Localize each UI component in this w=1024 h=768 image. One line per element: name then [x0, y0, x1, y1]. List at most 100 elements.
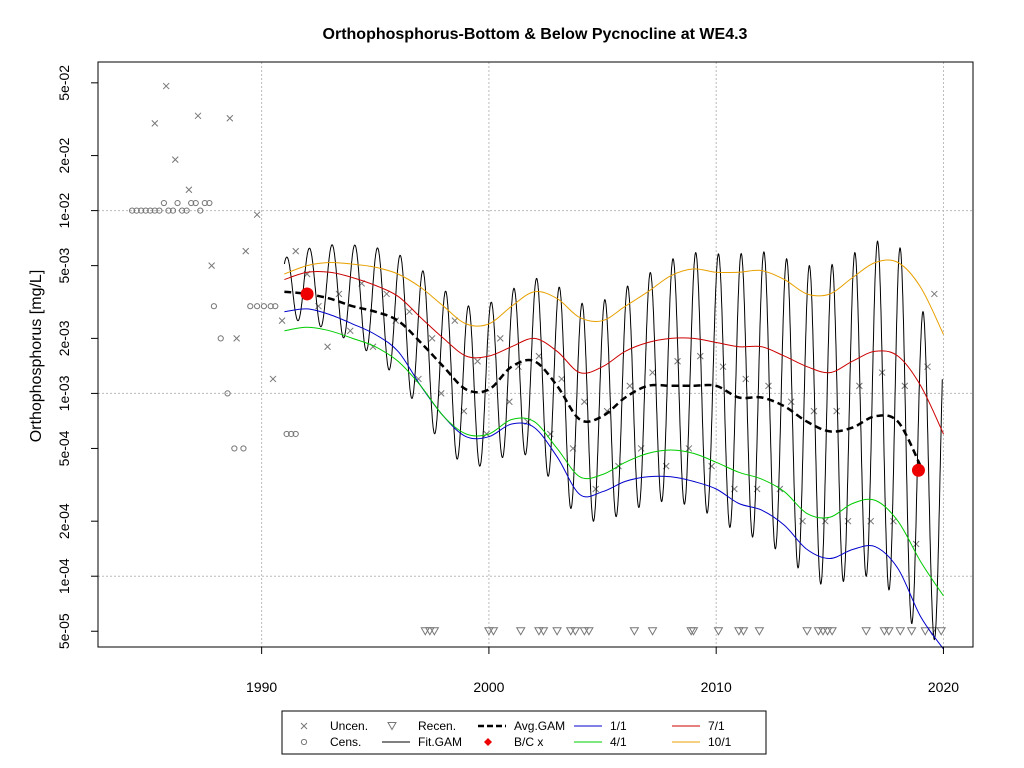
- uncen-point: [765, 382, 772, 390]
- legend-item: Recen.: [387, 719, 456, 733]
- x-tick-label: 2000: [473, 679, 504, 695]
- legend-symbol: [387, 722, 397, 731]
- uncen-point: [674, 357, 681, 365]
- recen-point: [861, 627, 872, 636]
- cens-point: [247, 303, 254, 310]
- legend-item: 7/1: [672, 719, 725, 733]
- recen-point: [895, 627, 906, 636]
- curve-1-1: [284, 308, 944, 650]
- plot-frame: [97, 61, 974, 648]
- uncen-point: [626, 382, 634, 390]
- legend-item: B/C x: [484, 735, 543, 749]
- uncen-point: [558, 375, 565, 383]
- cens-point: [151, 207, 158, 214]
- recen-point: [884, 627, 894, 636]
- uncen-point: [292, 247, 300, 255]
- recen-point: [429, 627, 440, 636]
- uncen-point: [406, 308, 413, 316]
- legend-label: 1/1: [610, 719, 627, 733]
- y-tick-label: 1e-02: [56, 192, 72, 228]
- legend-label: Cens.: [330, 735, 361, 749]
- legend-item: Uncen.: [300, 719, 368, 733]
- uncen-point: [335, 290, 343, 298]
- uncen-point: [833, 407, 840, 415]
- uncen-point: [787, 398, 795, 406]
- cens-point: [138, 207, 145, 214]
- legend-label: Recen.: [418, 719, 456, 733]
- cens-point: [147, 207, 154, 214]
- y-tick-label: 2e-02: [56, 137, 72, 173]
- legend-label: Fit.GAM: [418, 735, 462, 749]
- recen-point: [515, 627, 526, 636]
- cens-point: [178, 207, 186, 214]
- uncen-point: [535, 352, 543, 360]
- legend-label: 10/1: [708, 735, 732, 749]
- uncen-point: [649, 369, 656, 376]
- y-tick-label: 2e-03: [56, 320, 72, 356]
- uncen-point: [592, 485, 600, 493]
- cens-point: [133, 207, 140, 214]
- recen-point: [538, 627, 549, 636]
- uncen-point: [483, 430, 490, 438]
- cens-point: [283, 430, 290, 438]
- uncen-point: [708, 462, 715, 470]
- uncen-point: [844, 517, 852, 525]
- recen-point: [906, 627, 917, 636]
- cens-point: [192, 199, 199, 207]
- uncen-point: [171, 156, 179, 164]
- uncen-point: [685, 445, 693, 452]
- uncen-point: [581, 398, 588, 406]
- legend-box: [281, 710, 767, 755]
- cens-point: [174, 199, 181, 207]
- uncen-point: [346, 327, 354, 335]
- cens-point: [224, 390, 231, 397]
- uncen-point: [428, 335, 436, 342]
- uncen-point: [719, 363, 727, 371]
- uncen-point: [278, 317, 286, 325]
- cens-point: [267, 303, 274, 310]
- y-tick-label: 5e-03: [56, 248, 72, 284]
- x-tick-label: 1990: [246, 679, 277, 695]
- bc-point: [911, 463, 925, 477]
- recen-point: [754, 627, 765, 636]
- cens-point: [210, 303, 218, 310]
- cens-point: [253, 303, 261, 310]
- y-axis-label: Orthophosphorus [mg/L]: [28, 270, 45, 443]
- legend-label: Avg.GAM: [514, 719, 565, 733]
- curve-7-1: [284, 271, 944, 435]
- cens-point: [288, 430, 295, 438]
- cens-point: [217, 335, 224, 342]
- recen-point: [936, 627, 947, 636]
- cens-point: [165, 207, 172, 214]
- cens-point: [272, 303, 279, 310]
- uncen-point: [912, 540, 920, 548]
- chart-title: Orthophosphorus-Bottom & Below Pycnoclin…: [323, 26, 748, 43]
- legend-label: B/C x: [514, 735, 543, 749]
- recen-point: [647, 627, 658, 636]
- uncen-point: [451, 317, 459, 325]
- uncen-point: [269, 375, 277, 383]
- recen-point: [802, 627, 812, 636]
- uncen-point: [253, 211, 261, 219]
- uncen-point: [810, 407, 818, 415]
- avg-gam-line: [284, 290, 922, 467]
- x-tick-label: 2020: [928, 679, 959, 695]
- uncen-point: [821, 517, 829, 525]
- curve-10-1: [284, 259, 944, 335]
- uncen-point: [753, 485, 761, 493]
- cens-point: [201, 199, 208, 207]
- cens-point: [169, 207, 177, 214]
- recen-point: [584, 627, 594, 636]
- legend-symbol: [484, 738, 492, 746]
- axes: 1990 2000 2010 2020 5e-05 1e-04 2e-04 5e-04 1e-0…: [56, 65, 959, 695]
- recen-point: [488, 627, 499, 636]
- recen-point: [738, 627, 749, 636]
- uncen-point: [233, 335, 240, 342]
- uncen-point: [742, 375, 750, 383]
- cens-point: [292, 430, 299, 438]
- uncen-point: [924, 363, 931, 371]
- recen-point: [713, 627, 724, 636]
- y-tick-label: 5e-02: [56, 65, 72, 101]
- uncen-point: [242, 247, 250, 255]
- recen-point: [920, 627, 931, 636]
